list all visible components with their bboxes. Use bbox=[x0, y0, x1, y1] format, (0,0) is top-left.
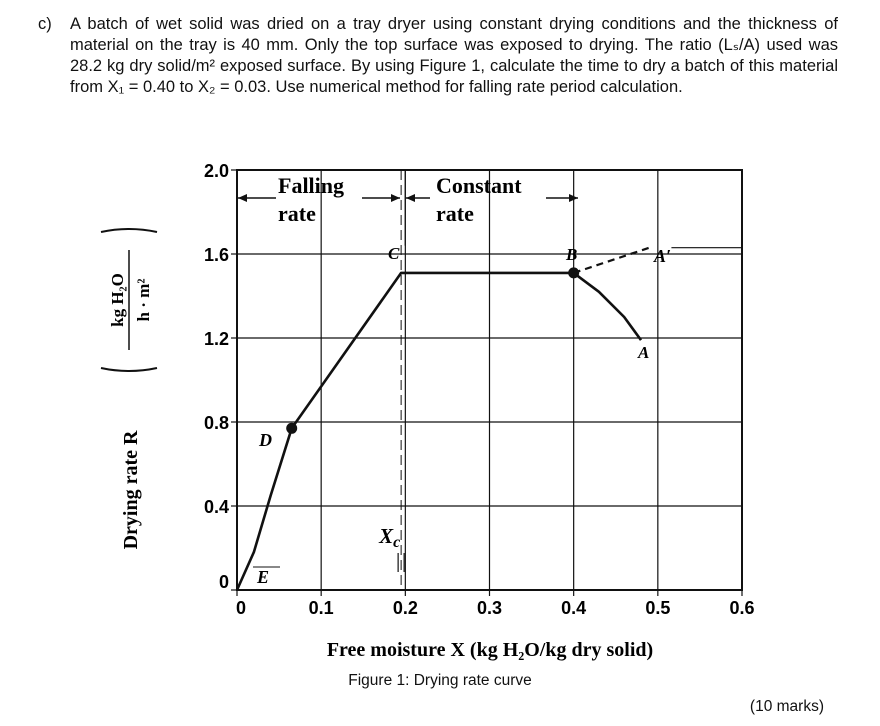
falling-label-top: Falling bbox=[278, 173, 344, 198]
label-d: D bbox=[258, 430, 272, 450]
label-a: A bbox=[637, 343, 649, 362]
chart-grid bbox=[237, 170, 742, 590]
x-tick-label: 0 bbox=[236, 598, 246, 618]
falling-arrow-left-head bbox=[238, 194, 247, 202]
x-tick-label: 0.1 bbox=[309, 598, 334, 618]
y-axis-label: Drying rate R bbox=[120, 430, 142, 549]
constant-label-top: Constant bbox=[436, 173, 522, 198]
falling-label-bottom: rate bbox=[278, 201, 316, 226]
x-tick-label: 0.4 bbox=[561, 598, 586, 618]
x-tick-label: 0.6 bbox=[729, 598, 754, 618]
label-c: C bbox=[388, 244, 400, 263]
label-a-prime: A′ bbox=[653, 246, 671, 266]
x-tick-label: 0.2 bbox=[393, 598, 418, 618]
y-tick-label: 0 bbox=[219, 572, 229, 592]
falling-arrow-right-head bbox=[391, 194, 400, 202]
y-axis-label-group: Drying rate R bbox=[120, 430, 142, 549]
constant-arrow-right-head bbox=[569, 194, 578, 202]
annotations: Falling rate Constant rate C B A′ A D E Xc bbox=[238, 173, 671, 587]
drying-rate-curve bbox=[235, 271, 643, 591]
label-xc: Xc bbox=[378, 524, 400, 551]
y-tick-label: 0.4 bbox=[204, 497, 229, 517]
series-layer bbox=[235, 170, 742, 591]
figure-caption: Figure 1: Drying rate curve bbox=[348, 672, 532, 689]
constant-label-bottom: rate bbox=[436, 201, 474, 226]
point-d bbox=[286, 422, 298, 434]
x-tick-label: 0.5 bbox=[645, 598, 670, 618]
y-tick-label: 1.2 bbox=[204, 329, 229, 349]
constant-arrow-left-head bbox=[406, 194, 415, 202]
dashed-segment-b-a-prime bbox=[573, 246, 650, 274]
paren-right bbox=[100, 228, 158, 233]
tick-labels: 0 0.1 0.2 0.3 0.4 0.5 0.6 0 0.4 0.8 1.2 1.6 2.0 bbox=[204, 161, 755, 618]
y-tick-label: 1.6 bbox=[204, 245, 229, 265]
drying-rate-chart: 0 0.1 0.2 0.3 0.4 0.5 0.6 0 0.4 0.8 1.2 1.6 2.0 Fall… bbox=[100, 161, 755, 661]
question-text: A batch of wet solid was dried on a tray… bbox=[70, 15, 838, 96]
question-block: c) A batch of wet solid was dried on a t… bbox=[38, 14, 838, 98]
y-units-group: kg H₂O h · m² bbox=[100, 228, 158, 372]
y-units-denominator: h · m² bbox=[134, 279, 153, 322]
question-label: c) bbox=[38, 15, 52, 33]
y-tick-label: 2.0 bbox=[204, 161, 229, 181]
paren-left bbox=[100, 367, 158, 372]
y-units-numerator: kg H₂O bbox=[108, 273, 127, 327]
point-b bbox=[568, 267, 580, 279]
marks-label: (10 marks) bbox=[749, 698, 824, 715]
label-e: E bbox=[256, 567, 269, 587]
x-tick-label: 0.3 bbox=[477, 598, 502, 618]
y-tick-label: 0.8 bbox=[204, 413, 229, 433]
x-axis-label: Free moisture X (kg H₂O/kg dry solid) bbox=[327, 639, 653, 661]
label-b: B bbox=[565, 245, 577, 264]
